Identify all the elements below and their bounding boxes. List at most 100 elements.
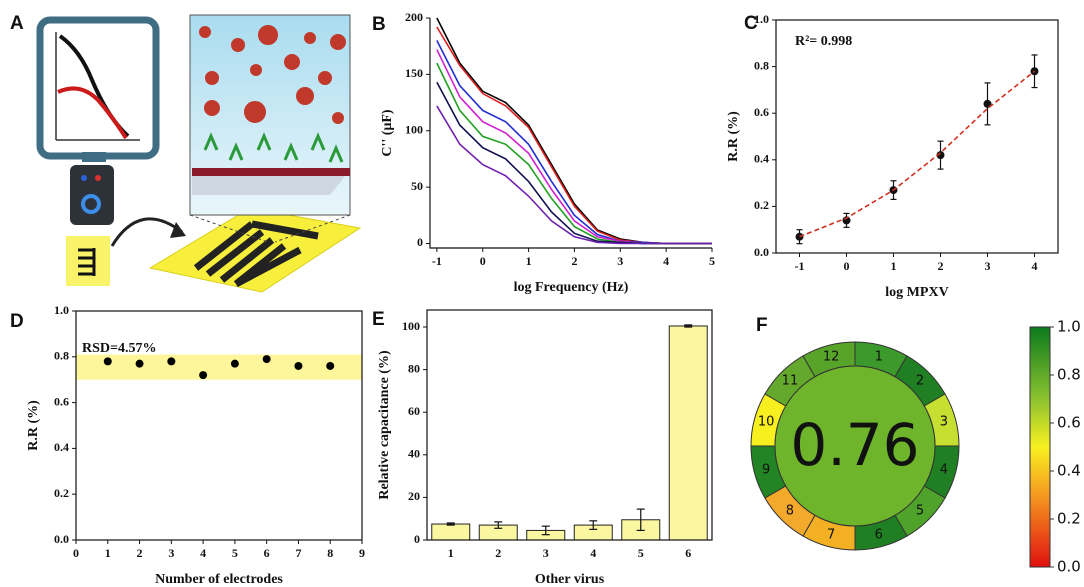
segment-label: 9 <box>762 462 770 477</box>
y-tick-label: 0.2 <box>754 198 769 212</box>
x-tick-label: 1 <box>526 254 532 268</box>
x-tick-label: 0 <box>844 259 850 273</box>
y-tick-label: 0.6 <box>754 105 769 119</box>
y-tick-label: 0.4 <box>54 440 69 454</box>
panel-label: A <box>10 13 24 34</box>
x-tick-label: 4 <box>1032 259 1038 273</box>
figure: A B050100150200-1012345log Frequency (Hz… <box>0 0 1084 587</box>
point <box>326 362 334 370</box>
y-tick-label: 50 <box>411 179 423 193</box>
panel-label: E <box>372 309 385 330</box>
line <box>437 63 712 243</box>
x-tick-label: 1 <box>448 546 454 560</box>
y-tick-label: 0 <box>417 235 423 249</box>
y-tick-label: 1.0 <box>754 12 769 26</box>
x-tick-label: 2 <box>137 546 143 560</box>
y-tick-label: 200 <box>405 10 423 24</box>
y-tick-label: 100 <box>402 319 420 333</box>
segment-label: 10 <box>758 415 775 430</box>
x-tick-label: 3 <box>168 546 174 560</box>
panel-label: F <box>756 315 768 336</box>
x-tick-label: 0 <box>480 254 486 268</box>
y-tick-label: 0.0 <box>54 532 69 546</box>
line <box>437 106 712 244</box>
y-tick-label: 40 <box>408 447 420 461</box>
y-tick-label: 0.8 <box>754 58 769 72</box>
y-tick-label: 80 <box>408 361 420 375</box>
x-axis-label: Number of electrodes <box>155 572 283 587</box>
line <box>800 71 1035 236</box>
score: 0.76 <box>790 411 919 479</box>
y-axis-label: R.R (%) <box>26 400 41 451</box>
y-axis-label: Relative capacitance (%) <box>377 350 392 500</box>
x-tick-label: 1 <box>891 259 897 273</box>
point <box>231 360 239 368</box>
y-tick-label: 0.2 <box>54 486 69 500</box>
colorbar-tick-label: 0.0 <box>1057 558 1081 576</box>
x-tick-label: 0 <box>73 546 79 560</box>
y-tick-label: 0.8 <box>54 349 69 363</box>
colorbar-tick-label: 0.6 <box>1057 414 1081 432</box>
line <box>437 27 712 243</box>
point <box>263 355 271 363</box>
panel-label: D <box>10 311 24 332</box>
colorbar-tick-label: 0.4 <box>1057 462 1081 480</box>
segment-label: 6 <box>875 527 883 542</box>
y-axis-label: C'' (μF) <box>380 109 395 157</box>
segment-label: 5 <box>916 504 924 519</box>
colorbar <box>1030 327 1050 567</box>
x-tick-label: 6 <box>685 546 691 560</box>
x-tick-label: 5 <box>232 546 238 560</box>
bar <box>669 326 707 540</box>
x-axis-label: log Frequency (Hz) <box>514 280 629 295</box>
x-tick-label: 4 <box>590 546 596 560</box>
point <box>294 362 302 370</box>
x-tick-label: 9 <box>359 546 365 560</box>
line <box>437 41 712 244</box>
segment-label: 8 <box>786 504 794 519</box>
segment-label: 12 <box>823 350 840 365</box>
point <box>199 371 207 379</box>
segment-label: 3 <box>940 415 948 430</box>
x-tick-label: 4 <box>200 546 206 560</box>
y-tick-label: 60 <box>408 404 420 418</box>
y-tick-label: 0.0 <box>754 245 769 259</box>
y-tick-label: 1.0 <box>54 303 69 317</box>
x-axis-label: Other virus <box>535 572 605 587</box>
frame <box>776 20 1058 253</box>
colorbar-tick-label: 0.8 <box>1057 366 1081 384</box>
segment-label: 7 <box>827 527 835 542</box>
y-tick-label: 0.4 <box>754 152 769 166</box>
point <box>136 360 144 368</box>
x-tick-label: 3 <box>543 546 549 560</box>
colorbar-tick-label: 1.0 <box>1057 318 1081 336</box>
colorbar-tick-label: 0.2 <box>1057 510 1081 528</box>
y-axis-label: R.R (%) <box>726 111 741 162</box>
x-tick-label: 3 <box>985 259 991 273</box>
x-tick-label: 5 <box>709 254 715 268</box>
y-tick-label: 0 <box>414 532 420 546</box>
segment-label: 11 <box>782 373 799 388</box>
point <box>104 357 112 365</box>
axes <box>430 18 712 248</box>
point <box>167 357 175 365</box>
x-tick-label: 2 <box>495 546 501 560</box>
y-tick-label: 100 <box>405 122 423 136</box>
x-tick-label: 1 <box>105 546 111 560</box>
segment-label: 1 <box>875 350 883 365</box>
annotation: R²= 0.998 <box>795 34 852 49</box>
x-tick-label: -1 <box>432 254 442 268</box>
y-tick-label: 20 <box>408 489 420 503</box>
segment-label: 4 <box>940 462 948 477</box>
band <box>76 355 362 380</box>
x-tick-label: 2 <box>571 254 577 268</box>
x-axis-label: log MPXV <box>885 285 948 300</box>
x-tick-label: 2 <box>938 259 944 273</box>
x-tick-label: 4 <box>663 254 669 268</box>
x-tick-label: 6 <box>264 546 270 560</box>
x-tick-label: -1 <box>795 259 805 273</box>
y-tick-label: 150 <box>405 66 423 80</box>
annotation: RSD=4.57% <box>82 341 156 356</box>
x-tick-label: 5 <box>638 546 644 560</box>
segment-label: 2 <box>916 373 924 388</box>
